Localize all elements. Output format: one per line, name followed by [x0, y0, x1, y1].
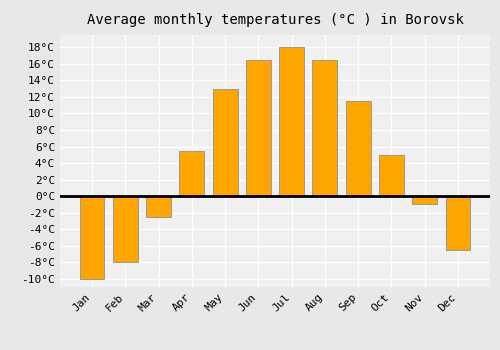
- Bar: [180, 150, 204, 196]
- Bar: [146, 196, 171, 217]
- Bar: [312, 60, 338, 196]
- Title: Average monthly temperatures (°C ) in Borovsk: Average monthly temperatures (°C ) in Bo…: [86, 13, 464, 27]
- Bar: [80, 196, 104, 279]
- Bar: [279, 47, 304, 196]
- Bar: [446, 196, 470, 250]
- Bar: [412, 196, 437, 204]
- Bar: [212, 89, 238, 196]
- Bar: [379, 155, 404, 196]
- Bar: [346, 101, 370, 196]
- Bar: [113, 196, 138, 262]
- Bar: [246, 60, 271, 196]
